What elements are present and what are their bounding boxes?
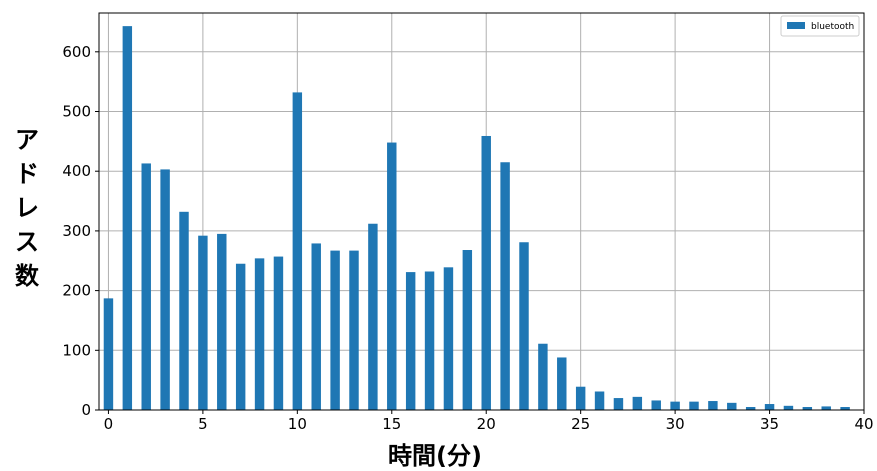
bar bbox=[519, 242, 529, 410]
bar bbox=[368, 223, 378, 410]
legend-swatch bbox=[787, 22, 805, 29]
bar bbox=[349, 250, 359, 410]
x-tick-label: 0 bbox=[104, 415, 114, 433]
bar bbox=[802, 407, 813, 410]
y-tick-label: 600 bbox=[62, 43, 91, 61]
y-tick-label: 300 bbox=[62, 222, 91, 240]
bar bbox=[727, 402, 737, 410]
bar bbox=[311, 243, 321, 410]
bar bbox=[651, 400, 661, 410]
bar bbox=[575, 386, 586, 410]
bar bbox=[708, 401, 718, 410]
y-axis-ticks: 0 100 200 300 400 500 600 bbox=[62, 43, 99, 419]
x-axis-label: 時間(分) bbox=[388, 442, 482, 470]
bar bbox=[160, 169, 170, 410]
bar bbox=[481, 135, 491, 410]
bar bbox=[632, 396, 643, 410]
bar bbox=[821, 406, 831, 410]
bar bbox=[273, 256, 284, 410]
legend-label-bluetooth: bluetooth bbox=[811, 22, 854, 32]
y-tick-label: 0 bbox=[81, 401, 91, 419]
bar bbox=[764, 404, 775, 410]
bar bbox=[689, 401, 699, 410]
bar bbox=[783, 405, 794, 410]
y-tick-label: 200 bbox=[62, 282, 91, 300]
x-tick-label: 10 bbox=[288, 415, 307, 433]
bar bbox=[103, 298, 114, 410]
y-tick-label: 500 bbox=[62, 103, 91, 121]
bar bbox=[745, 407, 756, 410]
bar bbox=[613, 398, 624, 410]
y-axis-label: アドレス数 bbox=[15, 126, 40, 290]
bar bbox=[500, 162, 510, 410]
y-tick-label: 400 bbox=[62, 162, 91, 180]
bar bbox=[292, 92, 303, 411]
bar bbox=[254, 258, 265, 410]
x-tick-label: 30 bbox=[666, 415, 685, 433]
bar bbox=[840, 407, 850, 410]
bar bbox=[122, 26, 133, 410]
x-tick-label: 35 bbox=[760, 415, 779, 433]
bar bbox=[557, 357, 567, 410]
bar bbox=[424, 271, 435, 410]
bar bbox=[179, 211, 189, 410]
bar bbox=[462, 250, 473, 410]
x-tick-label: 25 bbox=[571, 415, 590, 433]
bar bbox=[405, 272, 416, 410]
bar bbox=[235, 263, 246, 410]
x-tick-label: 15 bbox=[382, 415, 401, 433]
bar bbox=[217, 233, 227, 410]
x-axis-ticks: 0 5 10 15 20 25 30 35 40 bbox=[104, 410, 874, 433]
y-tick-label: 100 bbox=[62, 341, 91, 359]
bar bbox=[670, 401, 680, 410]
bar bbox=[198, 235, 208, 410]
x-tick-label: 5 bbox=[198, 415, 208, 433]
x-tick-label: 20 bbox=[477, 415, 496, 433]
bar bbox=[594, 391, 605, 410]
plot-frame bbox=[98, 12, 865, 411]
bar bbox=[330, 250, 340, 410]
bar bbox=[141, 163, 151, 410]
x-tick-label: 40 bbox=[854, 415, 873, 433]
bars bbox=[103, 26, 850, 411]
bar bbox=[387, 142, 397, 410]
bar bbox=[538, 343, 548, 410]
bar bbox=[443, 267, 454, 410]
legend: bluetooth bbox=[780, 15, 860, 37]
legend-box bbox=[780, 15, 860, 37]
